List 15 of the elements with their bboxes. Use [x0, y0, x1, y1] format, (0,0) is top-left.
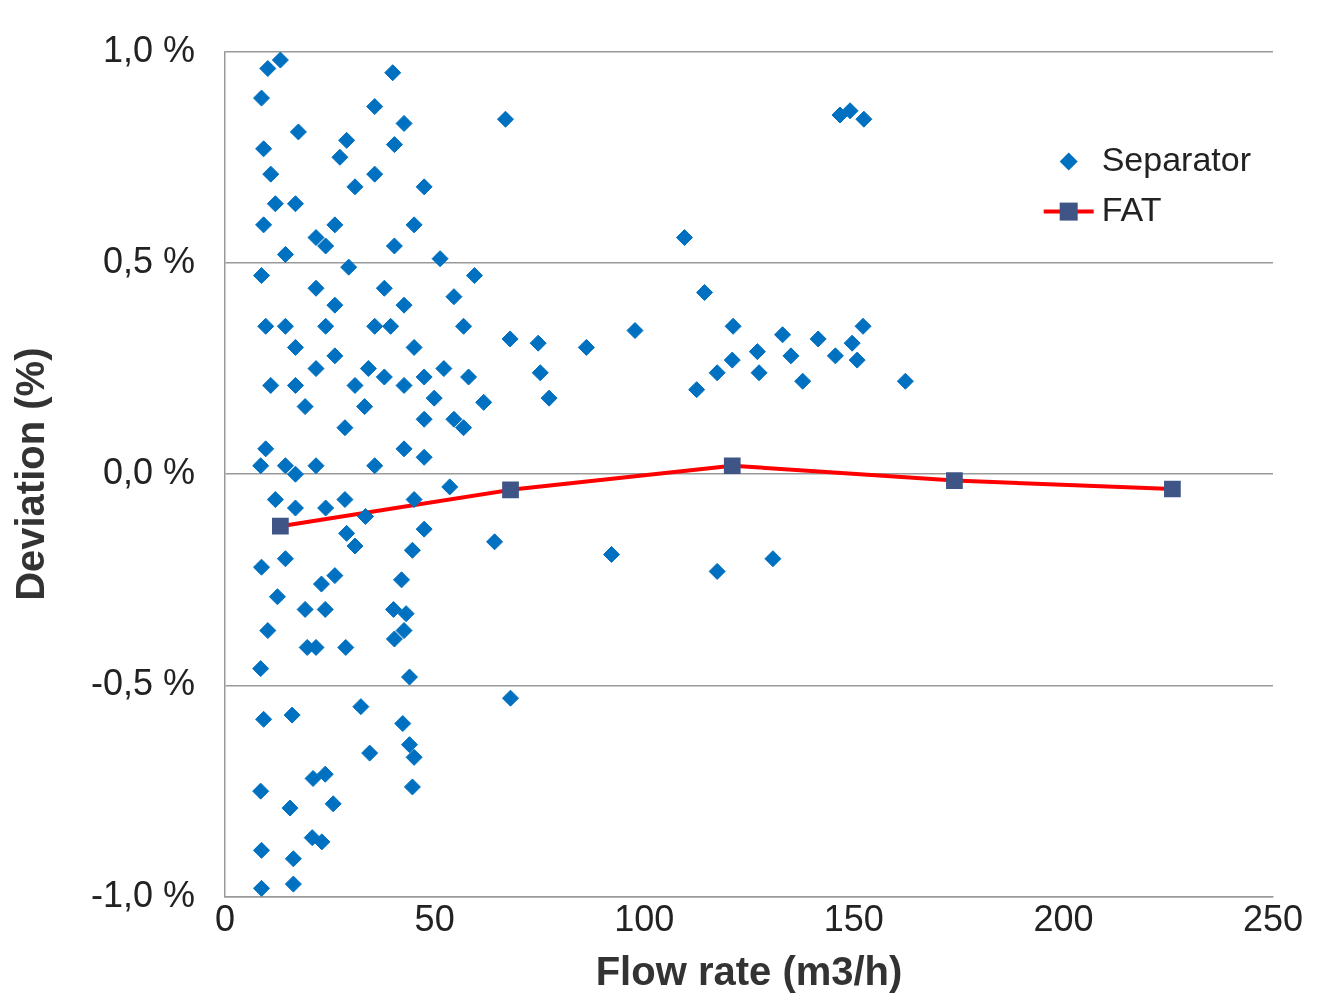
y-tick-label: 0,0 % — [102, 451, 196, 493]
legend-label: Separator — [1101, 139, 1252, 178]
x-axis-title: Flow rate (m3/h) — [595, 949, 903, 994]
x-tick-label: 200 — [1033, 898, 1094, 940]
y-tick-label: 0,5 % — [102, 239, 196, 281]
x-tick-label: 100 — [614, 898, 675, 940]
y-tick-label: 1,0 % — [102, 28, 196, 70]
y-axis-title: Deviation (%) — [8, 347, 53, 601]
legend-label: FAT — [1101, 189, 1162, 228]
x-tick-label: 50 — [414, 898, 455, 940]
y-tick-label: -1,0 % — [91, 873, 196, 915]
x-tick-label: 0 — [215, 898, 236, 940]
x-tick-label: 250 — [1242, 898, 1304, 940]
y-tick-label: -0,5 % — [91, 662, 196, 704]
x-tick-label: 150 — [823, 898, 884, 940]
